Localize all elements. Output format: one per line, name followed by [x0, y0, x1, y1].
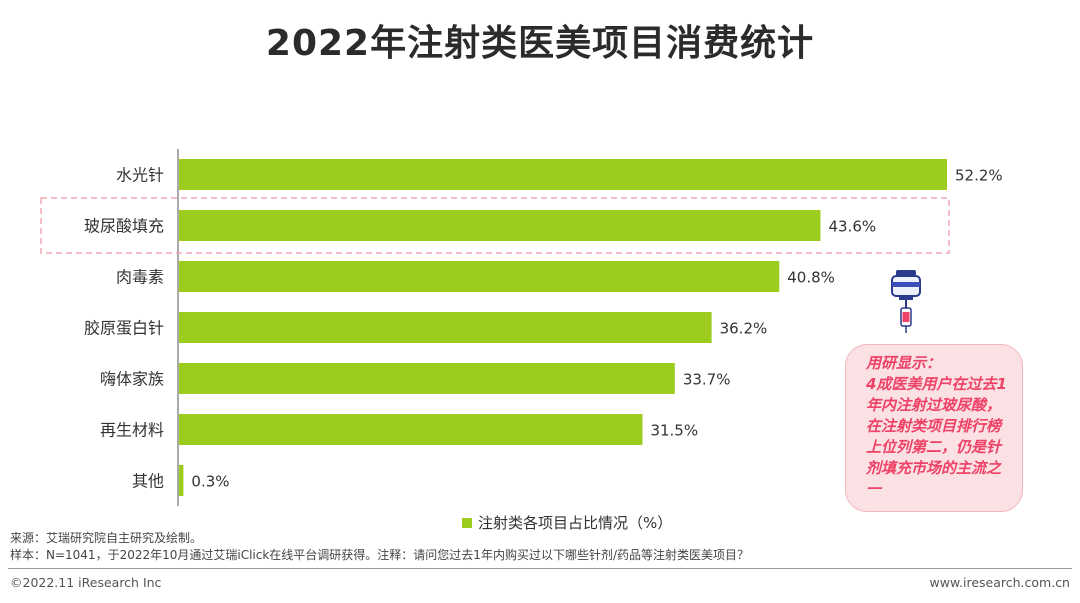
- category-label: 水光针: [116, 166, 164, 185]
- footer-divider: [8, 568, 1072, 569]
- legend-label: 注射类各项目占比情况（%）: [478, 514, 673, 532]
- value-label: 36.2%: [720, 320, 768, 338]
- copyright: ©2022.11 iResearch Inc: [10, 575, 162, 590]
- value-label: 52.2%: [955, 167, 1003, 185]
- bar-7: [179, 465, 184, 496]
- value-label: 31.5%: [650, 422, 698, 440]
- bar-chart: 水光针 52.2% 玻尿酸填充 43.6% 肉毒素 40.8% 胶原蛋白针 36.2% 嗨体家族…: [40, 149, 1003, 506]
- category-label: 胶原蛋白针: [84, 319, 164, 338]
- bar-2: [179, 210, 821, 241]
- bar-5: [179, 363, 675, 394]
- bar-1: [179, 159, 947, 190]
- category-label: 再生材料: [100, 421, 164, 440]
- source-line: 来源：艾瑞研究院自主研究及绘制。: [10, 531, 203, 545]
- category-label: 嗨体家族: [100, 370, 164, 389]
- legend: 注射类各项目占比情况（%）: [462, 512, 672, 533]
- bar-4: [179, 312, 712, 343]
- syringe-icon: [891, 270, 921, 333]
- bar-3: [179, 261, 780, 292]
- legend-swatch: [462, 517, 472, 528]
- chart-title: 2022年注射类医美项目消费统计: [265, 23, 815, 64]
- category-label: 其他: [132, 472, 164, 491]
- website: www.iresearch.com.cn: [929, 575, 1071, 590]
- insight-callout: 用研显示： 4成医美用户在过去1年内注射过玻尿酸，在注射类项目排行榜上位列第二，…: [845, 344, 1023, 512]
- value-label: 33.7%: [683, 371, 731, 389]
- bar-6: [179, 414, 643, 445]
- sample-line: 样本：N=1041，于2022年10月通过艾瑞iClick在线平台调研获得。注释…: [10, 548, 749, 562]
- insight-title: 用研显示：: [866, 354, 942, 372]
- value-label: 43.6%: [828, 218, 876, 236]
- source-notes: 来源：艾瑞研究院自主研究及绘制。 样本：N=1041，于2022年10月通过艾瑞…: [10, 530, 749, 564]
- category-label: 肉毒素: [116, 268, 164, 287]
- value-label: 0.3%: [191, 473, 229, 491]
- value-label: 40.8%: [787, 269, 835, 287]
- insight-body: 4成医美用户在过去1年内注射过玻尿酸，在注射类项目排行榜上位列第二，仍是针剂填充…: [866, 375, 1007, 498]
- highlight-box: [40, 197, 950, 254]
- category-label: 玻尿酸填充: [84, 217, 164, 236]
